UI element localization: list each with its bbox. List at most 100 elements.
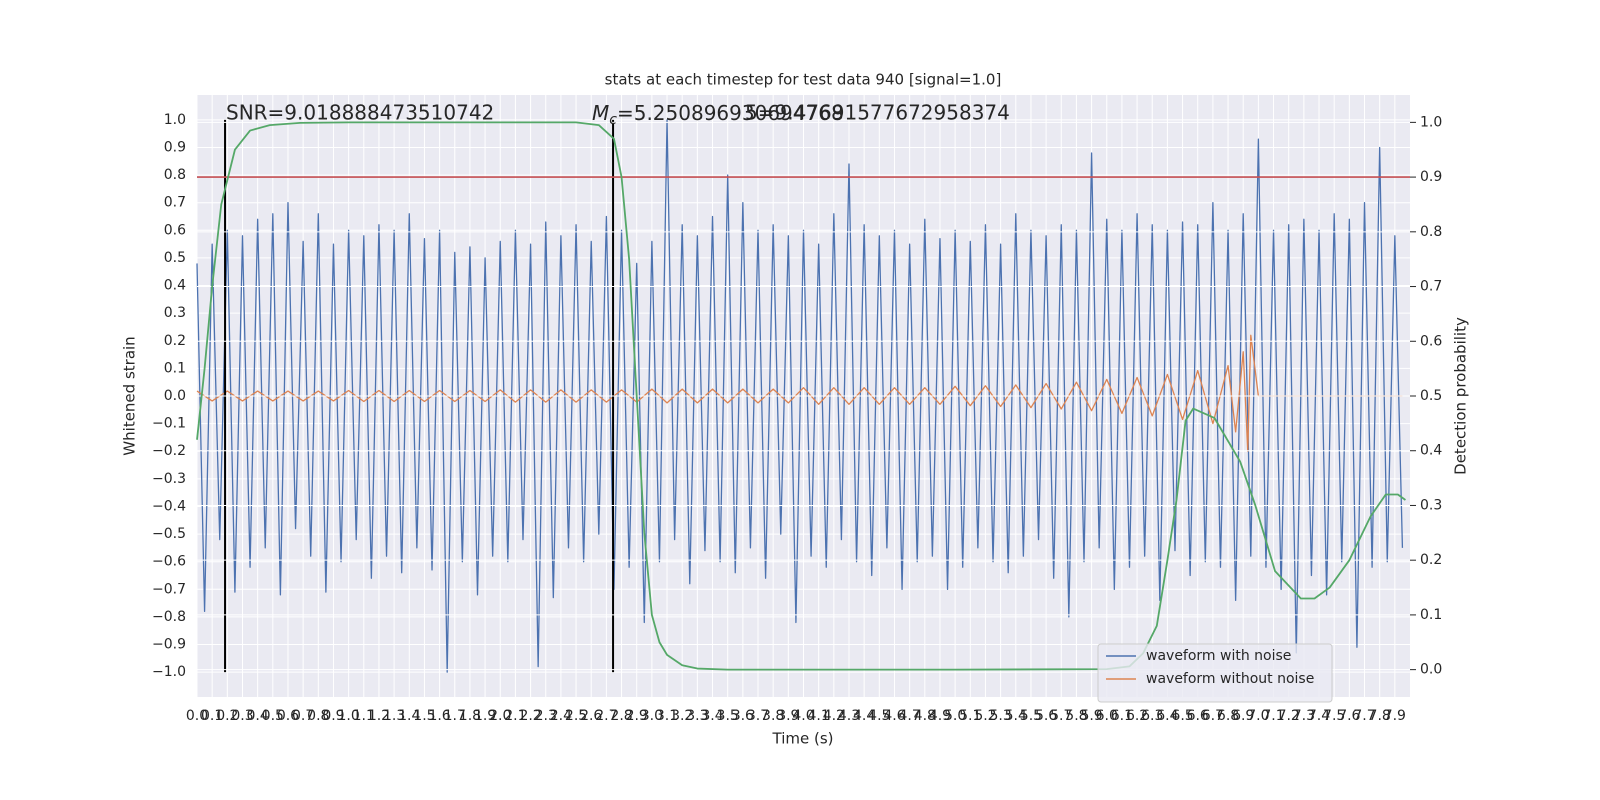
x-tick-label: 3.1 xyxy=(656,708,678,724)
x-tick-label: 2.9 xyxy=(626,708,648,724)
annotation: SNR=9.018888473510742 xyxy=(226,101,494,125)
y-tick-label: 0.0 xyxy=(164,388,186,404)
x-tick-label: 7.5 xyxy=(1323,708,1345,724)
x-tick-label: 2.6 xyxy=(580,708,602,724)
y2-tick-label: 0.8 xyxy=(1420,224,1442,240)
x-tick-label: 3.3 xyxy=(686,708,708,724)
x-tick-label: 6.7 xyxy=(1202,708,1224,724)
x-tick-label: 0.3 xyxy=(231,708,253,724)
x-tick-label: 2.5 xyxy=(565,708,587,724)
x-tick-label: 2.2 xyxy=(519,708,541,724)
series-line xyxy=(196,121,1406,671)
x-tick-label: 4.2 xyxy=(823,708,845,724)
x-tick-label: 2.4 xyxy=(550,708,572,724)
y-tick-label: −0.4 xyxy=(152,498,186,514)
x-tick-label: 0.9 xyxy=(322,708,344,724)
y-tick-label: 0.6 xyxy=(164,222,186,238)
x-tick-label: 7.8 xyxy=(1369,708,1391,724)
y-tick-label: 0.8 xyxy=(164,167,186,183)
y2-tick-label: 0.1 xyxy=(1420,607,1442,623)
x-tick-label: 7.7 xyxy=(1353,708,1375,724)
y-tick-label: −0.5 xyxy=(152,526,186,542)
x-tick-label: 5.9 xyxy=(1080,708,1102,724)
x-tick-label: 2.0 xyxy=(489,708,511,724)
x-tick-label: 7.0 xyxy=(1247,708,1269,724)
series-line xyxy=(196,119,1404,673)
y-tick-label: 0.7 xyxy=(164,195,186,211)
legend-box xyxy=(1097,643,1333,703)
x-tick-label: 5.8 xyxy=(1065,708,1087,724)
x-tick-label: 6.3 xyxy=(1141,708,1163,724)
y2-tick-label: 0.2 xyxy=(1420,552,1442,568)
x-tick-label: 3.5 xyxy=(717,708,739,724)
x-tick-label: 3.8 xyxy=(762,708,784,724)
x-tick-label: 0.4 xyxy=(247,708,269,724)
x-tick-label: 7.1 xyxy=(1262,708,1284,724)
y2-tick-label: 0.6 xyxy=(1420,333,1442,349)
x-tick-label: 6.0 xyxy=(1096,708,1118,724)
x-tick-label: 4.0 xyxy=(792,708,814,724)
legend-label: waveform without noise xyxy=(1146,671,1314,687)
x-tick-label: 6.1 xyxy=(1111,708,1133,724)
x-tick-label: 1.8 xyxy=(459,708,481,724)
annotation: Mc=5.250896930694768 xyxy=(592,101,844,129)
y2-tick-label: 0.0 xyxy=(1420,662,1442,678)
x-tick-label: 4.1 xyxy=(808,708,830,724)
x-tick-label: 5.5 xyxy=(1020,708,1042,724)
x-tick-label: 0.0 xyxy=(186,708,208,724)
x-tick-label: 0.8 xyxy=(307,708,329,724)
y2-tick-label: 0.9 xyxy=(1420,169,1442,185)
x-tick-label: 5.6 xyxy=(1035,708,1057,724)
x-tick-label: 3.4 xyxy=(701,708,723,724)
x-tick-label: 0.2 xyxy=(216,708,238,724)
x-tick-label: 0.5 xyxy=(262,708,284,724)
y-tick-label: 0.4 xyxy=(164,278,186,294)
y-tick-label: −0.3 xyxy=(152,471,186,487)
x-tick-label: 2.8 xyxy=(610,708,632,724)
x-tick-label: 5.2 xyxy=(974,708,996,724)
annotation: 5=9.47691577672958374 xyxy=(745,101,1010,125)
x-tick-label: 1.9 xyxy=(474,708,496,724)
x-tick-label: 2.7 xyxy=(595,708,617,724)
x-tick-label: 0.6 xyxy=(277,708,299,724)
x-tick-label: 2.3 xyxy=(535,708,557,724)
x-tick-label: 7.2 xyxy=(1278,708,1300,724)
x-tick-label: 7.4 xyxy=(1308,708,1330,724)
y2-tick-label: 0.3 xyxy=(1420,497,1442,513)
y-tick-label: −0.8 xyxy=(152,609,186,625)
annotation-symbol: M xyxy=(592,101,609,125)
y-tick-label: −0.7 xyxy=(152,581,186,597)
x-tick-label: 3.9 xyxy=(777,708,799,724)
x-tick-label: 3.7 xyxy=(747,708,769,724)
annotation-text: =5.250896930694768 xyxy=(617,101,844,125)
x-tick-label: 4.5 xyxy=(868,708,890,724)
x-tick-label: 1.3 xyxy=(383,708,405,724)
x-tick-label: 1.4 xyxy=(398,708,420,724)
y-tick-label: 0.1 xyxy=(164,360,186,376)
y-tick-label: 0.3 xyxy=(164,305,186,321)
x-tick-label: 5.1 xyxy=(959,708,981,724)
x-tick-label: 3.0 xyxy=(641,708,663,724)
chart-title: stats at each timestep for test data 940… xyxy=(605,71,1002,89)
x-tick-label: 5.0 xyxy=(944,708,966,724)
x-tick-label: 6.2 xyxy=(1126,708,1148,724)
x-tick-label: 4.9 xyxy=(929,708,951,724)
annotation-subscript: c xyxy=(609,112,617,128)
x-tick-label: 2.1 xyxy=(504,708,526,724)
x-tick-label: 7.3 xyxy=(1293,708,1315,724)
y-tick-label: −0.1 xyxy=(152,416,186,432)
x-tick-label: 4.6 xyxy=(883,708,905,724)
x-tick-label: 4.4 xyxy=(853,708,875,724)
y2-tick-label: 0.5 xyxy=(1420,388,1442,404)
x-tick-label: 5.7 xyxy=(1050,708,1072,724)
x-tick-label: 1.5 xyxy=(413,708,435,724)
x-tick-label: 4.7 xyxy=(899,708,921,724)
x-axis-label: Time (s) xyxy=(772,730,834,748)
y-tick-label: 0.5 xyxy=(164,250,186,266)
y2-tick-label: 0.7 xyxy=(1420,279,1442,295)
x-tick-label: 0.1 xyxy=(201,708,223,724)
y2-axis-label: Detection probability xyxy=(1452,317,1470,475)
y2-tick-label: 0.4 xyxy=(1420,443,1442,459)
x-tick-label: 7.6 xyxy=(1338,708,1360,724)
